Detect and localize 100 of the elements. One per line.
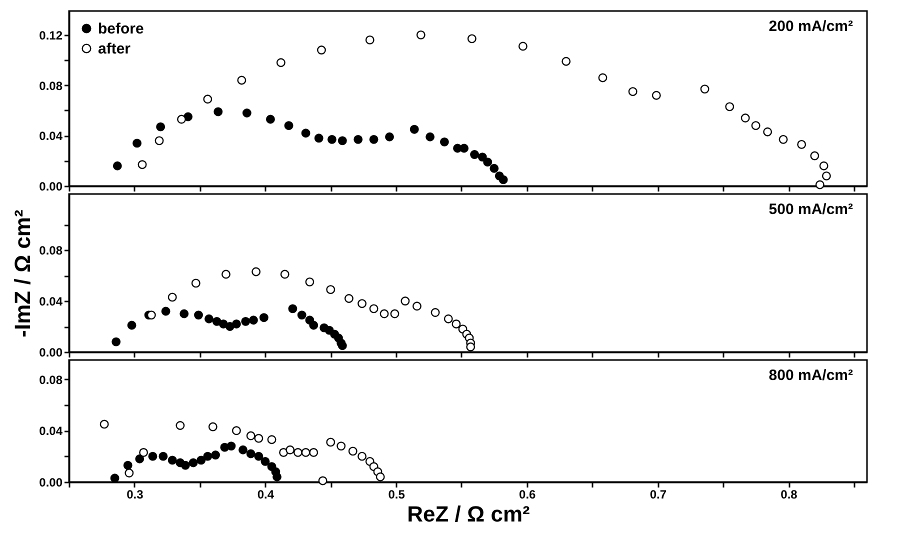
point <box>259 313 268 322</box>
point <box>242 108 252 118</box>
point <box>327 134 336 144</box>
point <box>822 171 831 180</box>
point <box>288 304 298 314</box>
point <box>241 316 250 326</box>
point <box>154 136 164 146</box>
point <box>176 421 185 430</box>
point <box>188 458 198 468</box>
point <box>440 137 449 146</box>
point <box>301 128 310 138</box>
point <box>358 299 367 308</box>
point <box>478 152 487 162</box>
point <box>518 42 528 51</box>
point <box>467 34 476 44</box>
point <box>700 84 710 94</box>
point <box>248 316 258 325</box>
point <box>338 341 347 350</box>
point <box>326 438 336 447</box>
point <box>598 73 608 82</box>
point <box>778 134 788 144</box>
point <box>452 320 461 328</box>
point <box>252 267 261 276</box>
point <box>628 87 638 96</box>
point <box>237 76 246 85</box>
x-tick-label: 0.4 <box>257 488 274 502</box>
point <box>180 460 190 470</box>
point <box>348 446 358 456</box>
point <box>763 127 772 136</box>
y-tick-label: 0.00 <box>39 346 63 360</box>
point <box>318 476 328 486</box>
point <box>358 452 367 461</box>
point <box>272 472 282 482</box>
point <box>562 56 571 66</box>
point <box>297 310 306 320</box>
annotation: 500 mA/cm² <box>768 201 853 218</box>
point <box>305 277 314 286</box>
point <box>385 132 394 142</box>
point <box>132 138 142 148</box>
point <box>214 107 223 116</box>
point <box>426 132 435 142</box>
point <box>266 114 275 124</box>
point <box>208 422 218 432</box>
x-tick-label: 0.7 <box>650 488 667 502</box>
point <box>498 175 508 184</box>
y-tick-label: 0.00 <box>39 180 63 194</box>
point <box>100 420 109 429</box>
point <box>168 292 177 302</box>
point <box>369 134 378 144</box>
point <box>204 314 214 324</box>
point <box>123 460 132 470</box>
x-tick-label: 0.3 <box>126 488 144 502</box>
point <box>112 161 122 170</box>
point <box>338 136 347 146</box>
point <box>138 160 147 170</box>
point <box>293 448 302 457</box>
point <box>139 448 148 457</box>
point <box>317 46 326 54</box>
point <box>376 472 385 482</box>
point <box>276 58 286 68</box>
point <box>470 150 480 159</box>
point <box>180 309 189 318</box>
x-tick-label: 0.8 <box>780 488 798 502</box>
y-tick-label: 0.08 <box>39 78 63 93</box>
point <box>344 294 354 303</box>
x-axis-title: ReZ / Ω cm² <box>407 502 530 526</box>
point <box>815 180 824 190</box>
point <box>246 449 256 458</box>
point <box>191 278 200 288</box>
point <box>652 90 661 100</box>
point <box>158 452 168 461</box>
point <box>466 342 476 352</box>
point <box>267 435 276 444</box>
point <box>314 134 324 143</box>
point <box>365 35 374 44</box>
point <box>148 452 158 461</box>
point <box>410 124 419 134</box>
point <box>203 94 212 104</box>
y-tick-label: 0.04 <box>39 424 63 438</box>
x-tick-label: 0.5 <box>388 488 406 502</box>
point <box>161 306 170 316</box>
y-axis-title: -ImZ / Ω cm² <box>10 210 36 338</box>
point <box>326 285 336 294</box>
point <box>135 454 144 464</box>
point <box>369 304 378 314</box>
point <box>309 448 318 457</box>
point <box>336 442 346 451</box>
point <box>226 442 236 451</box>
point <box>301 448 310 457</box>
point <box>416 30 426 40</box>
point <box>260 456 270 466</box>
point <box>280 270 290 279</box>
point <box>309 320 318 330</box>
point <box>810 151 820 160</box>
legend-label: before <box>98 20 144 38</box>
point <box>124 468 134 478</box>
legend-label: after <box>98 40 131 58</box>
y-tick-label: 0.12 <box>39 28 63 42</box>
point <box>238 445 248 454</box>
point <box>380 309 389 318</box>
